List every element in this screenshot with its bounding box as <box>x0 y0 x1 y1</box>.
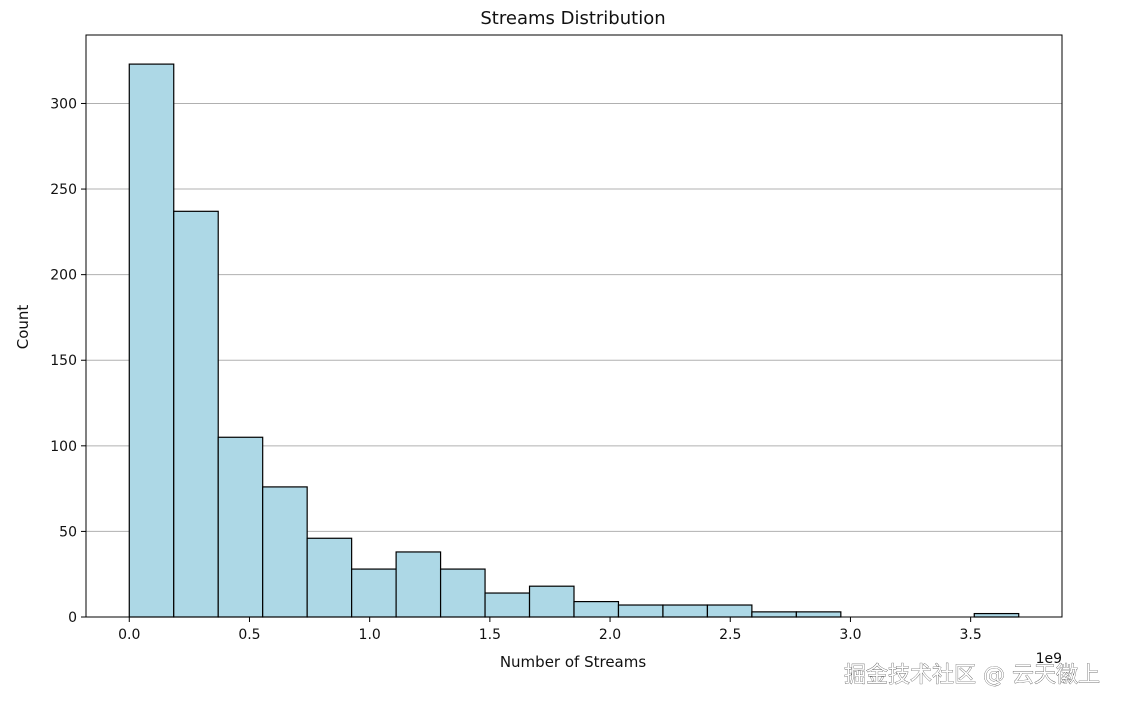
histogram-bar <box>262 486 308 618</box>
x-tick-label: 1.0 <box>359 627 381 643</box>
histogram-bar <box>173 210 219 618</box>
x-axis-ticks: 0.0 0.5 1.0 1.5 2.0 2.5 3.0 3.5 <box>118 617 982 643</box>
histogram-bar <box>128 63 175 618</box>
histogram-bar <box>795 611 842 618</box>
histogram-bar <box>528 585 575 618</box>
plot-frame <box>85 34 1063 618</box>
y-axis-label: Count <box>14 305 32 350</box>
histogram-bar <box>617 604 664 618</box>
x-tick-label: 3.0 <box>839 627 861 643</box>
histogram-bar <box>306 537 353 618</box>
histogram-bar <box>662 604 709 618</box>
x-tick-label: 3.5 <box>960 627 982 643</box>
histogram-bar <box>217 436 264 618</box>
histogram-bar <box>706 604 753 618</box>
x-tick-label: 2.5 <box>719 627 741 643</box>
y-tick-label: 0 <box>68 610 77 626</box>
x-tick-label: 0.0 <box>118 627 140 643</box>
x-axis-offset-label: 1e9 <box>1036 651 1062 667</box>
x-tick-label: 1.5 <box>479 627 501 643</box>
y-tick-label: 200 <box>50 268 77 284</box>
y-tick-label: 250 <box>50 182 77 198</box>
x-axis-label: Number of Streams <box>500 653 647 671</box>
y-tick-label: 150 <box>50 353 77 369</box>
histogram-bars <box>128 63 1020 618</box>
chart-title: Streams Distribution <box>480 8 665 29</box>
histogram-bar <box>439 568 486 618</box>
histogram-bar <box>484 592 531 618</box>
x-tick-label: 2.0 <box>599 627 621 643</box>
y-tick-label: 300 <box>50 96 77 112</box>
histogram-bar <box>395 551 442 618</box>
watermark-text: 掘金技术社区 @ 云天徽上 <box>844 663 1100 688</box>
histogram-bar <box>351 568 397 618</box>
x-tick-label: 0.5 <box>238 627 260 643</box>
y-axis-ticks: 0 50 100 150 200 250 300 <box>50 96 86 626</box>
histogram-bar <box>973 612 1020 618</box>
histogram-bar <box>573 600 620 618</box>
y-tick-label: 50 <box>59 524 77 540</box>
y-tick-label: 100 <box>50 439 77 455</box>
histogram-bar <box>751 611 797 618</box>
